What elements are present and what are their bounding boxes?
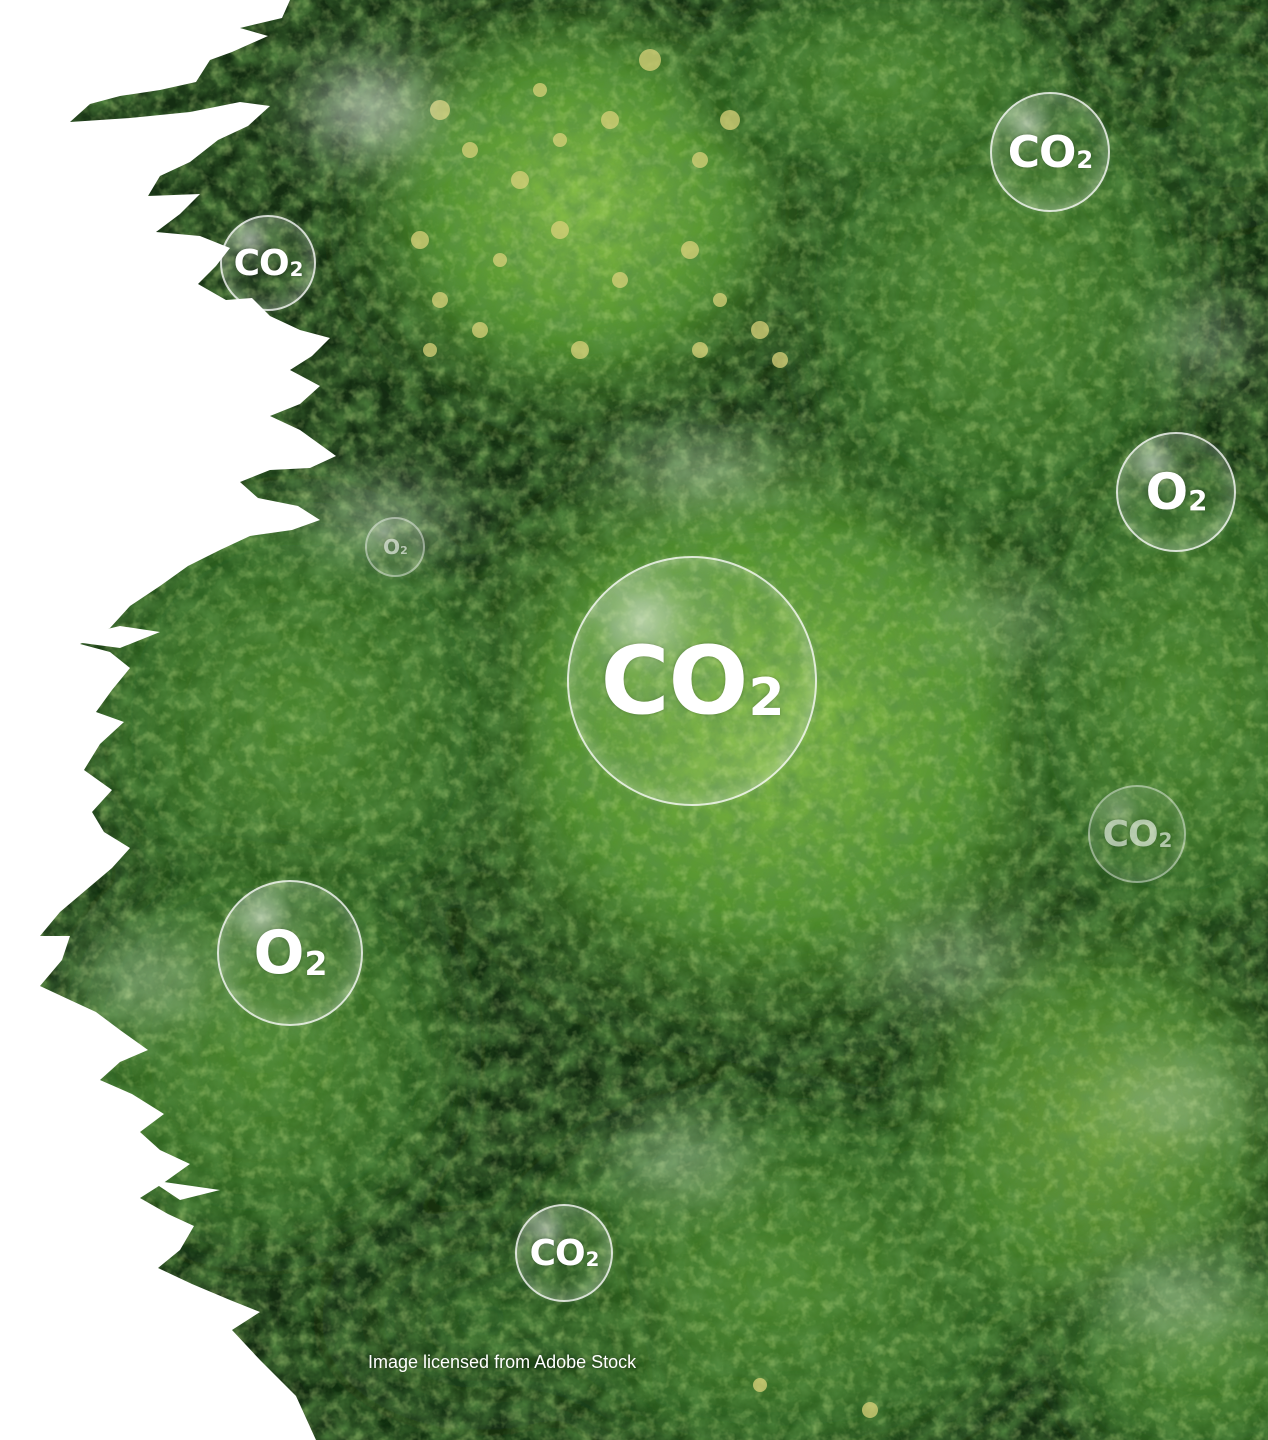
formula-subscript: 2 [1188,484,1207,517]
co2-bubble-bottom: CO 2 [515,1204,613,1302]
formula-subscript: 2 [289,257,304,281]
formula-subscript: 2 [1076,145,1093,174]
formula-text: CO [1102,813,1159,855]
formula-subscript: 2 [304,944,328,984]
formula-subscript: 2 [1158,828,1173,852]
torn-edge [0,0,336,1440]
image-credit-caption: Image licensed from Adobe Stock [368,1352,637,1372]
co2-bubble-top-left: CO 2 [220,215,316,311]
formula-subscript: 2 [400,544,408,558]
formula-text: CO [529,1232,586,1274]
co2-bubble-main: CO 2 [567,556,817,806]
formula-text: O [1145,463,1189,521]
co2-bubble-top-right: CO 2 [990,92,1110,212]
co2-bubble-right: CO 2 [1088,785,1186,883]
formula-text: CO [233,242,290,284]
formula-text: O [253,918,305,988]
formula-subscript: 2 [748,667,784,728]
formula-text: CO [1007,126,1077,178]
formula-subscript: 2 [585,1247,600,1271]
formula-text: O [383,535,400,559]
formula-text: CO [600,626,749,736]
